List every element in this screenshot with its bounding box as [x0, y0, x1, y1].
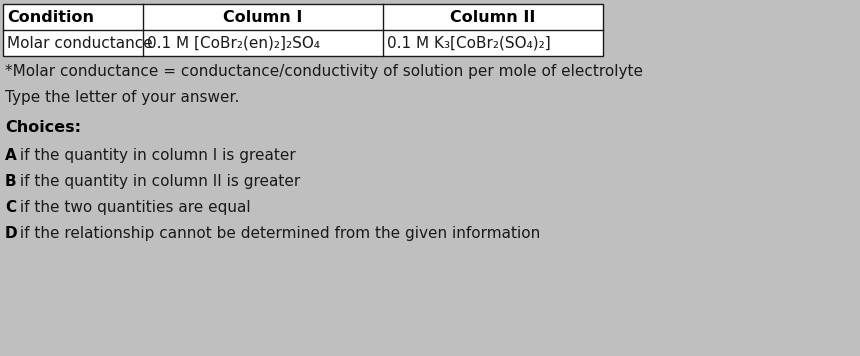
- Text: if the quantity in column I is greater: if the quantity in column I is greater: [15, 148, 296, 163]
- Text: 0.1 M K₃[CoBr₂(SO₄)₂]: 0.1 M K₃[CoBr₂(SO₄)₂]: [387, 36, 550, 51]
- Text: Choices:: Choices:: [5, 120, 81, 135]
- Text: *Molar conductance = conductance/conductivity of solution per mole of electrolyt: *Molar conductance = conductance/conduct…: [5, 64, 643, 79]
- Text: if the two quantities are equal: if the two quantities are equal: [15, 200, 250, 215]
- Text: C: C: [5, 200, 16, 215]
- Text: if the quantity in column II is greater: if the quantity in column II is greater: [15, 174, 300, 189]
- Text: Column I: Column I: [224, 10, 303, 25]
- Text: B: B: [5, 174, 16, 189]
- Bar: [3, 4, 603, 56]
- Text: if the relationship cannot be determined from the given information: if the relationship cannot be determined…: [15, 226, 540, 241]
- Text: Condition: Condition: [7, 10, 94, 25]
- Text: Column II: Column II: [451, 10, 536, 25]
- Text: D: D: [5, 226, 17, 241]
- Text: A: A: [5, 148, 16, 163]
- Text: 0.1 M [CoBr₂(en)₂]₂SO₄: 0.1 M [CoBr₂(en)₂]₂SO₄: [147, 36, 320, 51]
- Text: Molar conductance: Molar conductance: [7, 36, 153, 51]
- Text: Type the letter of your answer.: Type the letter of your answer.: [5, 90, 239, 105]
